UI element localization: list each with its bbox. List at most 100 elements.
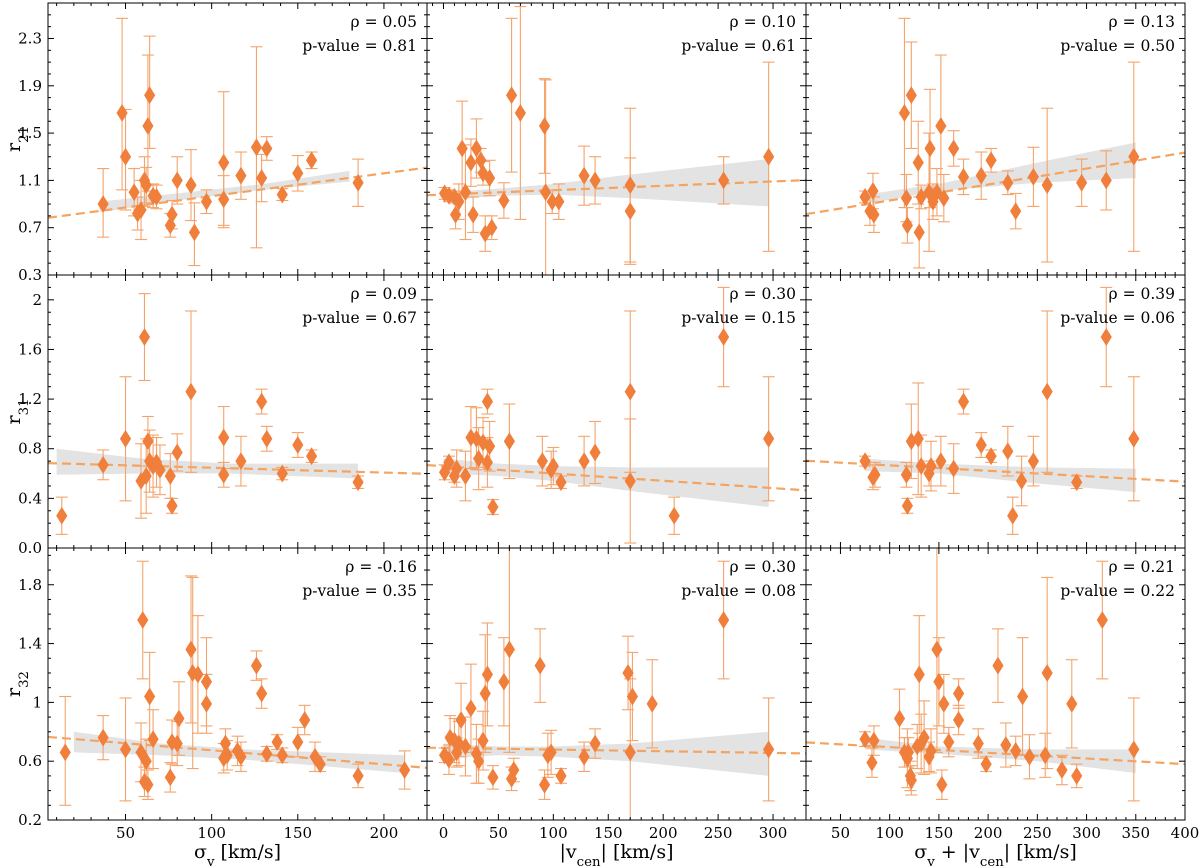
- data-point: [718, 171, 730, 190]
- rho-label: ρ = 0.21: [1109, 558, 1175, 576]
- data-point: [453, 192, 465, 211]
- data-point: [188, 223, 201, 242]
- y-tick-label: 2: [32, 291, 42, 309]
- x-tick-label: 50: [831, 824, 850, 842]
- data-point: [867, 182, 879, 200]
- data-point: [952, 711, 965, 729]
- data-point: [256, 684, 268, 703]
- p-value-label: p-value = 0.67: [302, 309, 417, 327]
- y-tick-label: 1.1: [18, 171, 42, 189]
- data-point: [624, 472, 636, 490]
- x-tick-label: 50: [489, 824, 508, 842]
- data-point: [451, 459, 463, 478]
- data-point: [1015, 472, 1028, 490]
- data-point: [1076, 173, 1088, 192]
- data-point: [473, 752, 485, 771]
- data-point: [479, 684, 491, 703]
- plot-area: [48, 17, 427, 267]
- y-tick-label: 1.9: [18, 77, 42, 95]
- data-point: [443, 453, 455, 472]
- data-point: [276, 464, 288, 483]
- p-value-label: p-value = 0.50: [1060, 37, 1175, 55]
- x-tick-label: 200: [370, 824, 399, 842]
- data-point: [1002, 442, 1014, 461]
- rho-label: ρ = 0.39: [1109, 285, 1175, 303]
- fit-line: [48, 462, 427, 475]
- fit-line: [48, 166, 427, 219]
- data-point: [859, 730, 871, 749]
- data-point: [256, 169, 268, 187]
- data-point: [913, 665, 925, 684]
- data-point: [276, 746, 288, 765]
- data-point: [553, 192, 565, 211]
- data-point: [171, 171, 183, 190]
- x-axis-label: σv [km/s]: [194, 841, 281, 866]
- data-point: [915, 188, 927, 206]
- data-point: [164, 768, 176, 787]
- y-tick-label: 1.2: [18, 390, 42, 408]
- data-point: [250, 656, 263, 675]
- data-point: [185, 176, 197, 195]
- data-point: [589, 443, 601, 462]
- data-point: [147, 730, 159, 749]
- data-point: [1128, 740, 1140, 759]
- data-point: [957, 392, 970, 411]
- data-point: [985, 447, 997, 466]
- x-tick-label: 50: [116, 824, 135, 842]
- data-point: [144, 86, 156, 105]
- data-point: [936, 775, 948, 794]
- data-point: [763, 429, 775, 448]
- data-point: [154, 460, 166, 479]
- data-point: [459, 183, 472, 202]
- y-tick-label: 1.6: [18, 340, 42, 358]
- data-point: [200, 672, 213, 691]
- data-point: [498, 191, 510, 210]
- data-point: [555, 766, 567, 785]
- plot-area: [48, 293, 427, 535]
- data-point: [261, 429, 273, 448]
- data-point: [56, 506, 68, 525]
- data-point: [314, 755, 326, 774]
- p-value-label: p-value = 0.15: [681, 309, 796, 327]
- panel-r21_vs_sum: ρ = 0.13 p-value = 0.50: [805, 2, 1186, 276]
- panel-r21_vs_vcen: ρ = 0.10 p-value = 0.61: [426, 2, 807, 276]
- data-point: [97, 455, 109, 474]
- data-point: [128, 183, 140, 202]
- data-point: [465, 153, 477, 172]
- data-point: [218, 153, 230, 172]
- data-point: [938, 189, 950, 208]
- data-point: [624, 743, 636, 762]
- data-point: [140, 176, 152, 195]
- panel-frame: [805, 547, 1186, 821]
- data-point: [1023, 747, 1036, 766]
- data-point: [626, 687, 639, 706]
- data-point: [924, 139, 936, 158]
- data-point: [980, 755, 992, 774]
- data-point: [256, 392, 268, 411]
- data-point: [624, 176, 636, 195]
- panel-r31_vs_vcen: ρ = 0.30 p-value = 0.15: [426, 274, 807, 549]
- rho-label: ρ = 0.09: [351, 285, 417, 303]
- data-point: [905, 771, 917, 790]
- data-point: [97, 728, 109, 747]
- panel-r32_vs_vcen: 0 50 100 150 200 250 300 ρ = 0.30 p-value = 0.08…: [426, 547, 807, 866]
- data-point: [261, 744, 273, 763]
- data-point: [957, 167, 970, 186]
- p-value-label: p-value = 0.08: [681, 582, 796, 600]
- data-point: [992, 656, 1004, 675]
- p-value-label: p-value = 0.61: [681, 37, 796, 55]
- fit-line: [427, 746, 806, 755]
- data-point: [952, 684, 965, 703]
- y-tick-label: 0.8: [18, 440, 42, 458]
- data-point: [913, 223, 925, 242]
- panel-r32_vs_sum: 50 100 150 200 250 300 350 400 ρ = 0.21 p-value =…: [805, 547, 1199, 866]
- data-point: [1041, 664, 1053, 682]
- x-tick-label: 150: [594, 824, 623, 842]
- data-point: [218, 428, 230, 447]
- data-point: [352, 173, 364, 192]
- data-point: [470, 139, 483, 158]
- data-point: [900, 189, 913, 208]
- data-point: [116, 104, 128, 122]
- data-point: [1128, 429, 1140, 448]
- data-point: [1002, 173, 1014, 192]
